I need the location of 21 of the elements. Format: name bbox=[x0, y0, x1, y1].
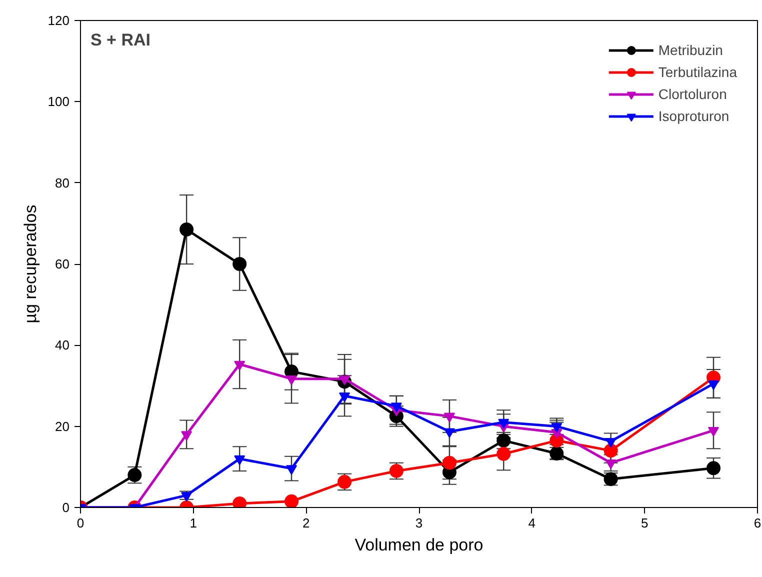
legend-label: Terbutilazina bbox=[658, 64, 737, 80]
x-tick-label: 4 bbox=[528, 516, 536, 530]
y-tick-label: 0 bbox=[62, 500, 70, 515]
x-tick-label: 3 bbox=[415, 516, 423, 530]
legend-label: Clortoluron bbox=[658, 86, 727, 102]
x-axis-title: Volumen de poro bbox=[354, 536, 484, 554]
x-tick-label: 0 bbox=[76, 516, 84, 530]
y-tick-label: 120 bbox=[48, 13, 70, 28]
x-tick-label: 6 bbox=[754, 516, 762, 530]
x-tick-label: 5 bbox=[641, 516, 648, 530]
legend-label: Metribuzin bbox=[658, 42, 723, 58]
y-tick-label: 80 bbox=[55, 175, 70, 190]
legend-label: Isoproturon bbox=[658, 108, 730, 124]
y-tick-label: 100 bbox=[48, 94, 70, 110]
y-axis-title: µg recuperados bbox=[20, 204, 40, 324]
y-tick-label: 20 bbox=[55, 418, 70, 434]
y-tick-label: 60 bbox=[55, 256, 70, 272]
x-tick-label: 2 bbox=[302, 516, 310, 530]
y-tick-label: 40 bbox=[55, 338, 70, 353]
x-tick-label: 1 bbox=[190, 516, 197, 530]
text: S + RAI bbox=[90, 30, 150, 50]
